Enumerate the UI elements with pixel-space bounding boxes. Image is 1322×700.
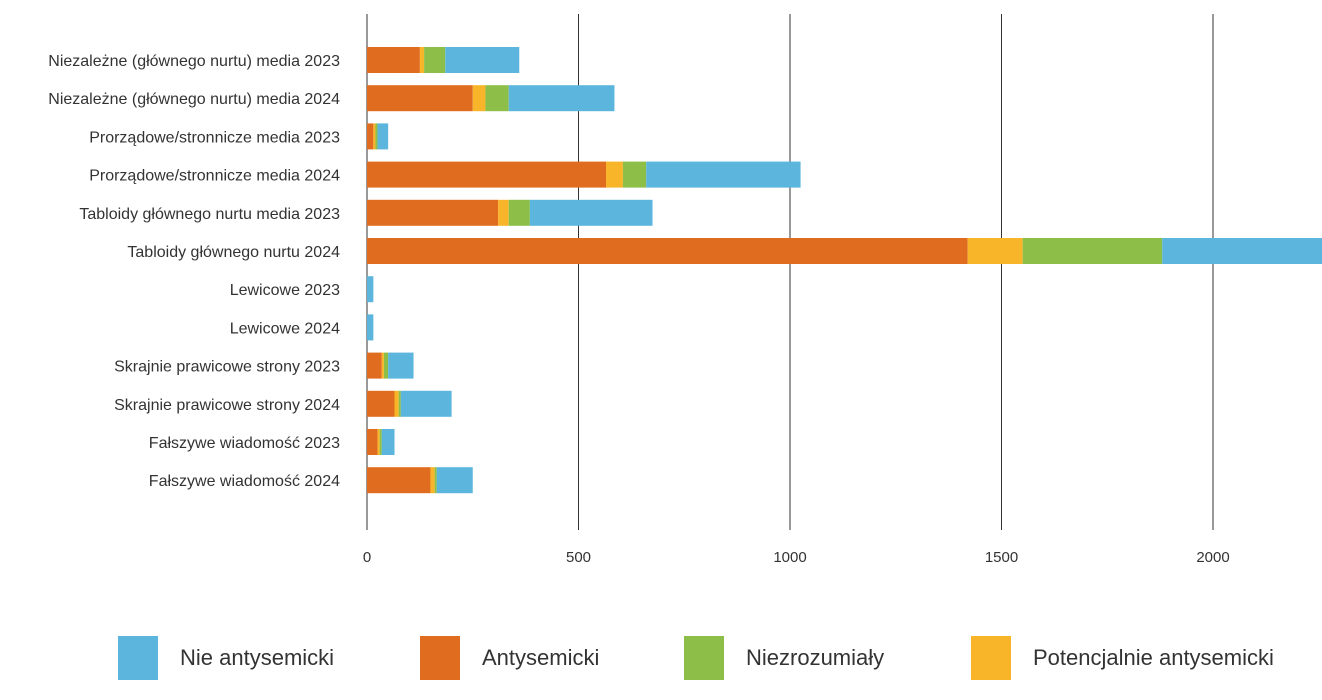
category-label: Tabloidy głównego nurtu media 2023 bbox=[79, 206, 340, 223]
x-tick-label: 1500 bbox=[985, 549, 1018, 566]
bar-segment bbox=[646, 161, 801, 188]
bar-segment bbox=[377, 429, 380, 455]
bar-segment bbox=[367, 199, 499, 226]
legend-item-potencjalnie-antysemicki: Potencjalnie antysemicki bbox=[971, 636, 1274, 680]
category-label: Fałszywe wiadomość 2023 bbox=[149, 435, 340, 452]
bar-segment bbox=[436, 467, 473, 494]
bar-segment bbox=[1162, 238, 1322, 264]
bar-segment bbox=[367, 238, 968, 264]
bar-segment bbox=[367, 467, 431, 494]
bar-segment bbox=[622, 161, 647, 188]
legend-item-antysemicki: Antysemicki bbox=[420, 636, 599, 680]
bar-segment bbox=[377, 123, 389, 150]
bar-segment bbox=[419, 47, 425, 73]
bar-segment bbox=[367, 161, 606, 188]
bar-segment bbox=[508, 199, 530, 226]
bar-segment bbox=[430, 467, 435, 494]
category-label: Skrajnie prawicowe strony 2024 bbox=[114, 397, 340, 414]
legend-item-niezrozumialy: Niezrozumiały bbox=[684, 636, 884, 680]
bar-segment bbox=[400, 390, 452, 417]
bar-segment bbox=[367, 85, 473, 112]
x-tick-label: 0 bbox=[363, 549, 371, 566]
legend: Nie antysemicki Antysemicki Niezrozumiał… bbox=[0, 606, 1322, 700]
legend-swatch bbox=[118, 636, 158, 680]
bar-segment bbox=[498, 199, 509, 226]
bar-segment bbox=[375, 123, 378, 150]
legend-swatch bbox=[420, 636, 460, 680]
bar-segment bbox=[367, 429, 378, 455]
bar-segment bbox=[394, 390, 399, 417]
bar-segment bbox=[367, 390, 395, 417]
bar-segment bbox=[1022, 238, 1163, 264]
bar-segment bbox=[379, 429, 382, 455]
bar-segment bbox=[383, 352, 389, 379]
category-label: Prorządowe/stronnicze media 2024 bbox=[89, 168, 340, 185]
x-tick-label: 2000 bbox=[1196, 549, 1229, 566]
bar-segment bbox=[367, 47, 420, 73]
bar-segment bbox=[367, 123, 374, 150]
category-label: Lewicowe 2023 bbox=[230, 282, 340, 299]
legend-label: Nie antysemicki bbox=[180, 645, 335, 670]
legend-item-nie-antysemicki: Nie antysemicki bbox=[118, 636, 334, 680]
bar-segment bbox=[381, 352, 384, 379]
bar-segment bbox=[472, 85, 486, 112]
bar-segment bbox=[967, 238, 1023, 264]
category-labels: Niezależne (głównego nurtu) media 2023 Ni… bbox=[48, 53, 340, 490]
category-label: Niezależne (głównego nurtu) media 2024 bbox=[48, 91, 340, 108]
bar-segment bbox=[529, 199, 653, 226]
legend-label: Potencjalnie antysemicki bbox=[1033, 645, 1274, 670]
x-tick-label: 1000 bbox=[773, 549, 806, 566]
legend-label: Niezrozumiały bbox=[746, 645, 885, 670]
bar-segment bbox=[367, 352, 382, 379]
category-label: Skrajnie prawicowe strony 2023 bbox=[114, 359, 340, 376]
bar-segment bbox=[381, 429, 395, 455]
bar-segment bbox=[424, 47, 446, 73]
bar-segment bbox=[373, 123, 376, 150]
category-label: Niezależne (głównego nurtu) media 2023 bbox=[48, 53, 340, 70]
x-tick-label: 500 bbox=[566, 549, 591, 566]
legend-swatch bbox=[971, 636, 1011, 680]
legend-label: Antysemicki bbox=[482, 645, 600, 670]
stacked-bar-chart: Niezależne (głównego nurtu) media 2023 Ni… bbox=[48, 14, 1322, 566]
category-label: Tabloidy głównego nurtu 2024 bbox=[127, 244, 340, 261]
bar-segment bbox=[434, 467, 437, 494]
legend-swatch bbox=[684, 636, 724, 680]
category-label: Prorządowe/stronnicze media 2023 bbox=[89, 129, 340, 146]
bar-segment bbox=[367, 276, 374, 303]
x-tick-labels: 05001000150020002500300035004000 bbox=[363, 549, 1230, 566]
bar-segment bbox=[445, 47, 520, 73]
bar-segment bbox=[388, 352, 414, 379]
category-label: Lewicowe 2024 bbox=[230, 320, 340, 337]
bar-segment bbox=[367, 314, 374, 341]
bar-segment bbox=[398, 390, 401, 417]
bar-segment bbox=[605, 161, 623, 188]
bar-segment bbox=[485, 85, 509, 112]
bars bbox=[367, 47, 1322, 494]
bar-segment bbox=[508, 85, 615, 112]
category-label: Fałszywe wiadomość 2024 bbox=[149, 473, 340, 490]
